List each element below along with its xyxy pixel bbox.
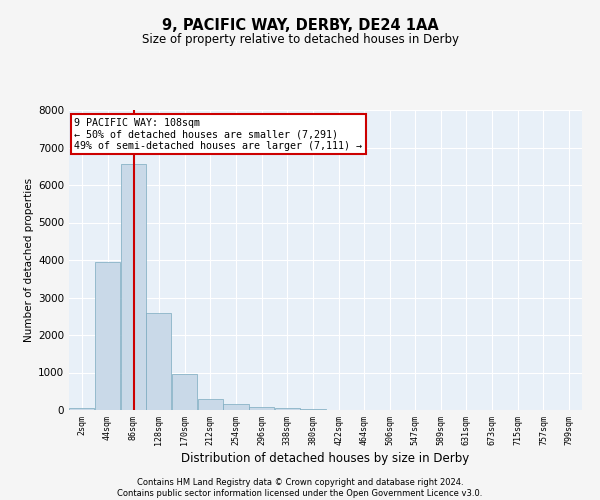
Bar	[249, 407, 274, 410]
Text: Size of property relative to detached houses in Derby: Size of property relative to detached ho…	[142, 32, 458, 46]
Bar	[69, 408, 94, 410]
Y-axis label: Number of detached properties: Number of detached properties	[24, 178, 34, 342]
Text: 9, PACIFIC WAY, DERBY, DE24 1AA: 9, PACIFIC WAY, DERBY, DE24 1AA	[161, 18, 439, 32]
Bar	[275, 408, 300, 410]
Bar	[301, 408, 326, 410]
Bar	[95, 262, 120, 410]
Bar	[223, 404, 248, 410]
Text: Contains HM Land Registry data © Crown copyright and database right 2024.
Contai: Contains HM Land Registry data © Crown c…	[118, 478, 482, 498]
X-axis label: Distribution of detached houses by size in Derby: Distribution of detached houses by size …	[181, 452, 470, 465]
Bar	[146, 312, 172, 410]
Bar	[172, 374, 197, 410]
Bar	[197, 399, 223, 410]
Text: 9 PACIFIC WAY: 108sqm
← 50% of detached houses are smaller (7,291)
49% of semi-d: 9 PACIFIC WAY: 108sqm ← 50% of detached …	[74, 118, 362, 150]
Bar	[121, 164, 146, 410]
